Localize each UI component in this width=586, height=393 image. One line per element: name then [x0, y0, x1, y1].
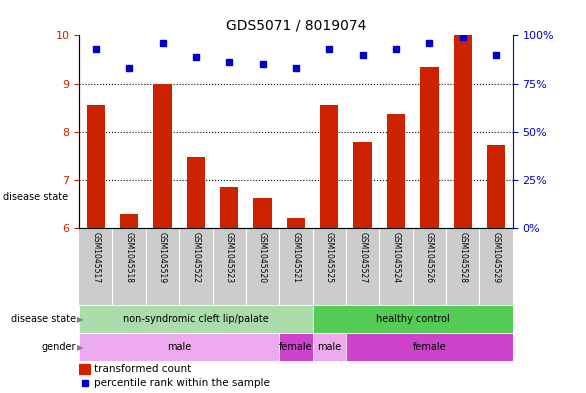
Text: transformed count: transformed count — [94, 364, 192, 374]
Bar — [220, 187, 239, 228]
Bar — [353, 142, 372, 228]
Text: ▶: ▶ — [77, 314, 84, 323]
Text: male: male — [167, 342, 191, 352]
Text: GSM1045518: GSM1045518 — [125, 232, 134, 283]
Text: disease state: disease state — [3, 191, 68, 202]
Text: disease state: disease state — [11, 314, 76, 324]
Text: GSM1045521: GSM1045521 — [291, 232, 301, 283]
Bar — [387, 114, 405, 228]
Bar — [79, 364, 90, 374]
Bar — [487, 145, 505, 228]
Text: gender: gender — [42, 342, 76, 352]
Text: non-syndromic cleft lip/palate: non-syndromic cleft lip/palate — [123, 314, 269, 324]
Text: percentile rank within the sample: percentile rank within the sample — [94, 378, 270, 388]
Text: GSM1045526: GSM1045526 — [425, 232, 434, 283]
Text: GSM1045527: GSM1045527 — [358, 232, 367, 283]
Bar — [346, 333, 513, 361]
Text: female: female — [279, 342, 313, 352]
Text: ▶: ▶ — [77, 343, 84, 352]
Bar — [253, 198, 272, 228]
Bar — [280, 333, 312, 361]
Bar — [87, 105, 105, 228]
Text: healthy control: healthy control — [376, 314, 449, 324]
Bar — [312, 333, 346, 361]
Text: GSM1045524: GSM1045524 — [391, 232, 400, 283]
Bar — [154, 84, 172, 228]
Text: GSM1045522: GSM1045522 — [192, 232, 200, 283]
Text: GSM1045528: GSM1045528 — [458, 232, 467, 283]
Text: GSM1045517: GSM1045517 — [91, 232, 100, 283]
Text: GSM1045523: GSM1045523 — [224, 232, 234, 283]
Text: male: male — [317, 342, 342, 352]
Bar — [79, 305, 312, 333]
Bar — [287, 219, 305, 228]
Text: GSM1045529: GSM1045529 — [492, 232, 500, 283]
Bar — [312, 305, 513, 333]
Text: female: female — [413, 342, 446, 352]
Text: GSM1045519: GSM1045519 — [158, 232, 167, 283]
Title: GDS5071 / 8019074: GDS5071 / 8019074 — [226, 19, 366, 33]
Text: GSM1045520: GSM1045520 — [258, 232, 267, 283]
Bar — [79, 333, 280, 361]
Bar — [187, 157, 205, 228]
Bar — [120, 213, 138, 228]
Bar — [420, 67, 438, 228]
Text: GSM1045525: GSM1045525 — [325, 232, 334, 283]
Bar — [320, 105, 339, 228]
Bar — [454, 35, 472, 228]
